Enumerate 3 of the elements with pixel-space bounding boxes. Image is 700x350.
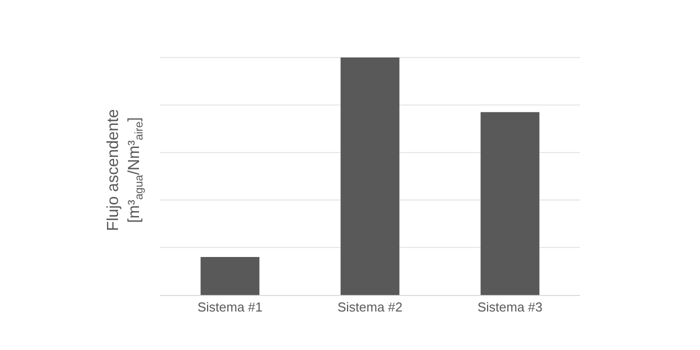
x-tick-label: Sistema #1	[197, 300, 263, 315]
x-tick-label: Sistema #2	[337, 300, 403, 315]
x-tick-label: Sistema #3	[477, 300, 543, 315]
